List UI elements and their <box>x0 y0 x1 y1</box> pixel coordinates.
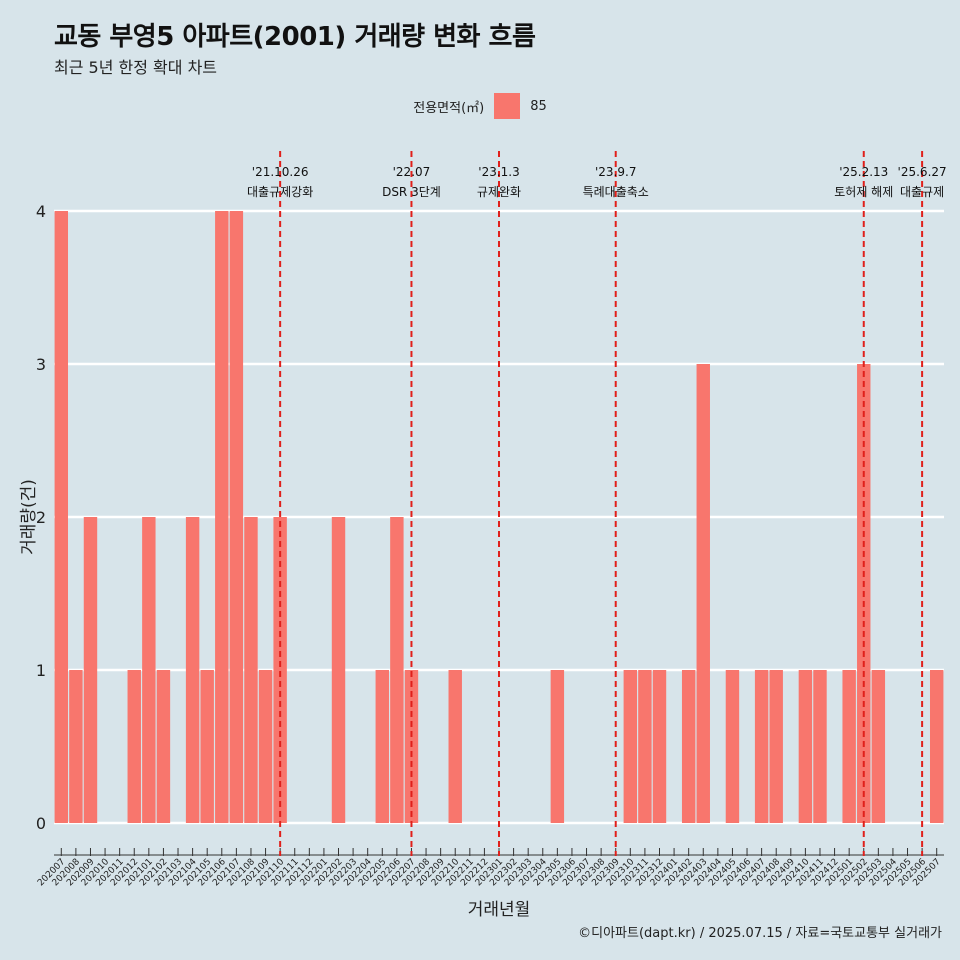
event-date: '23.1.3 <box>478 165 519 179</box>
bar <box>142 517 156 823</box>
bar <box>652 670 667 823</box>
y-tick-label: 3 <box>36 355 46 374</box>
chart-title: 교동 부영5 아파트(2001) 거래량 변화 흐름 <box>54 22 536 52</box>
bar <box>185 517 200 823</box>
y-tick-label: 2 <box>36 508 46 527</box>
bar <box>200 670 214 823</box>
bar <box>258 670 273 823</box>
bar <box>229 211 244 823</box>
event-label: 대출규제강화 <box>247 185 313 199</box>
event-label: 토허제 해제 <box>834 185 893 199</box>
event-label: 규제완화 <box>477 185 521 199</box>
event-date: '23.9.7 <box>595 165 636 179</box>
bar <box>769 670 783 823</box>
bar <box>550 670 565 823</box>
bar <box>929 670 944 823</box>
event-date: '21.10.26 <box>252 165 309 179</box>
bar <box>244 517 258 823</box>
event-label: 대출규제 <box>900 185 944 199</box>
bar <box>754 670 769 823</box>
bar <box>156 670 171 823</box>
bar <box>83 517 98 823</box>
bar <box>725 670 740 823</box>
bar <box>448 670 462 823</box>
bar <box>871 670 886 823</box>
legend-label: 85 <box>530 98 547 114</box>
bar <box>390 517 404 823</box>
bar <box>54 211 69 823</box>
event-label: 특례대출축소 <box>583 185 649 199</box>
legend: 전용면적(㎡) 85 <box>0 93 960 119</box>
bar <box>798 670 813 823</box>
bar <box>127 670 141 823</box>
event-date: '22.07 <box>393 165 431 179</box>
y-tick-label: 4 <box>36 202 46 221</box>
bar <box>696 364 710 823</box>
event-date: '25.6.27 <box>898 165 947 179</box>
bar <box>69 670 83 823</box>
bar <box>215 211 229 823</box>
bar <box>813 670 827 823</box>
y-tick-label: 0 <box>36 814 46 833</box>
bar <box>273 517 287 823</box>
bar <box>681 670 696 823</box>
bar <box>331 517 346 823</box>
event-date: '25.2.13 <box>839 165 888 179</box>
y-tick-label: 1 <box>36 661 46 680</box>
chart-subtitle: 최근 5년 한정 확대 차트 <box>54 58 218 77</box>
legend-key <box>494 93 521 119</box>
event-label: DSR 3단계 <box>382 185 441 199</box>
caption: ©디아파트(dapt.kr) / 2025.07.15 / 자료=국토교통부 실… <box>578 926 942 941</box>
bar <box>638 670 652 823</box>
bar <box>623 670 638 823</box>
x-axis-title: 거래년월 <box>468 900 531 920</box>
y-axis-title: 거래량(건) <box>19 479 39 555</box>
legend-title: 전용면적(㎡) <box>413 100 485 116</box>
bar <box>842 670 856 823</box>
bar <box>375 670 389 823</box>
